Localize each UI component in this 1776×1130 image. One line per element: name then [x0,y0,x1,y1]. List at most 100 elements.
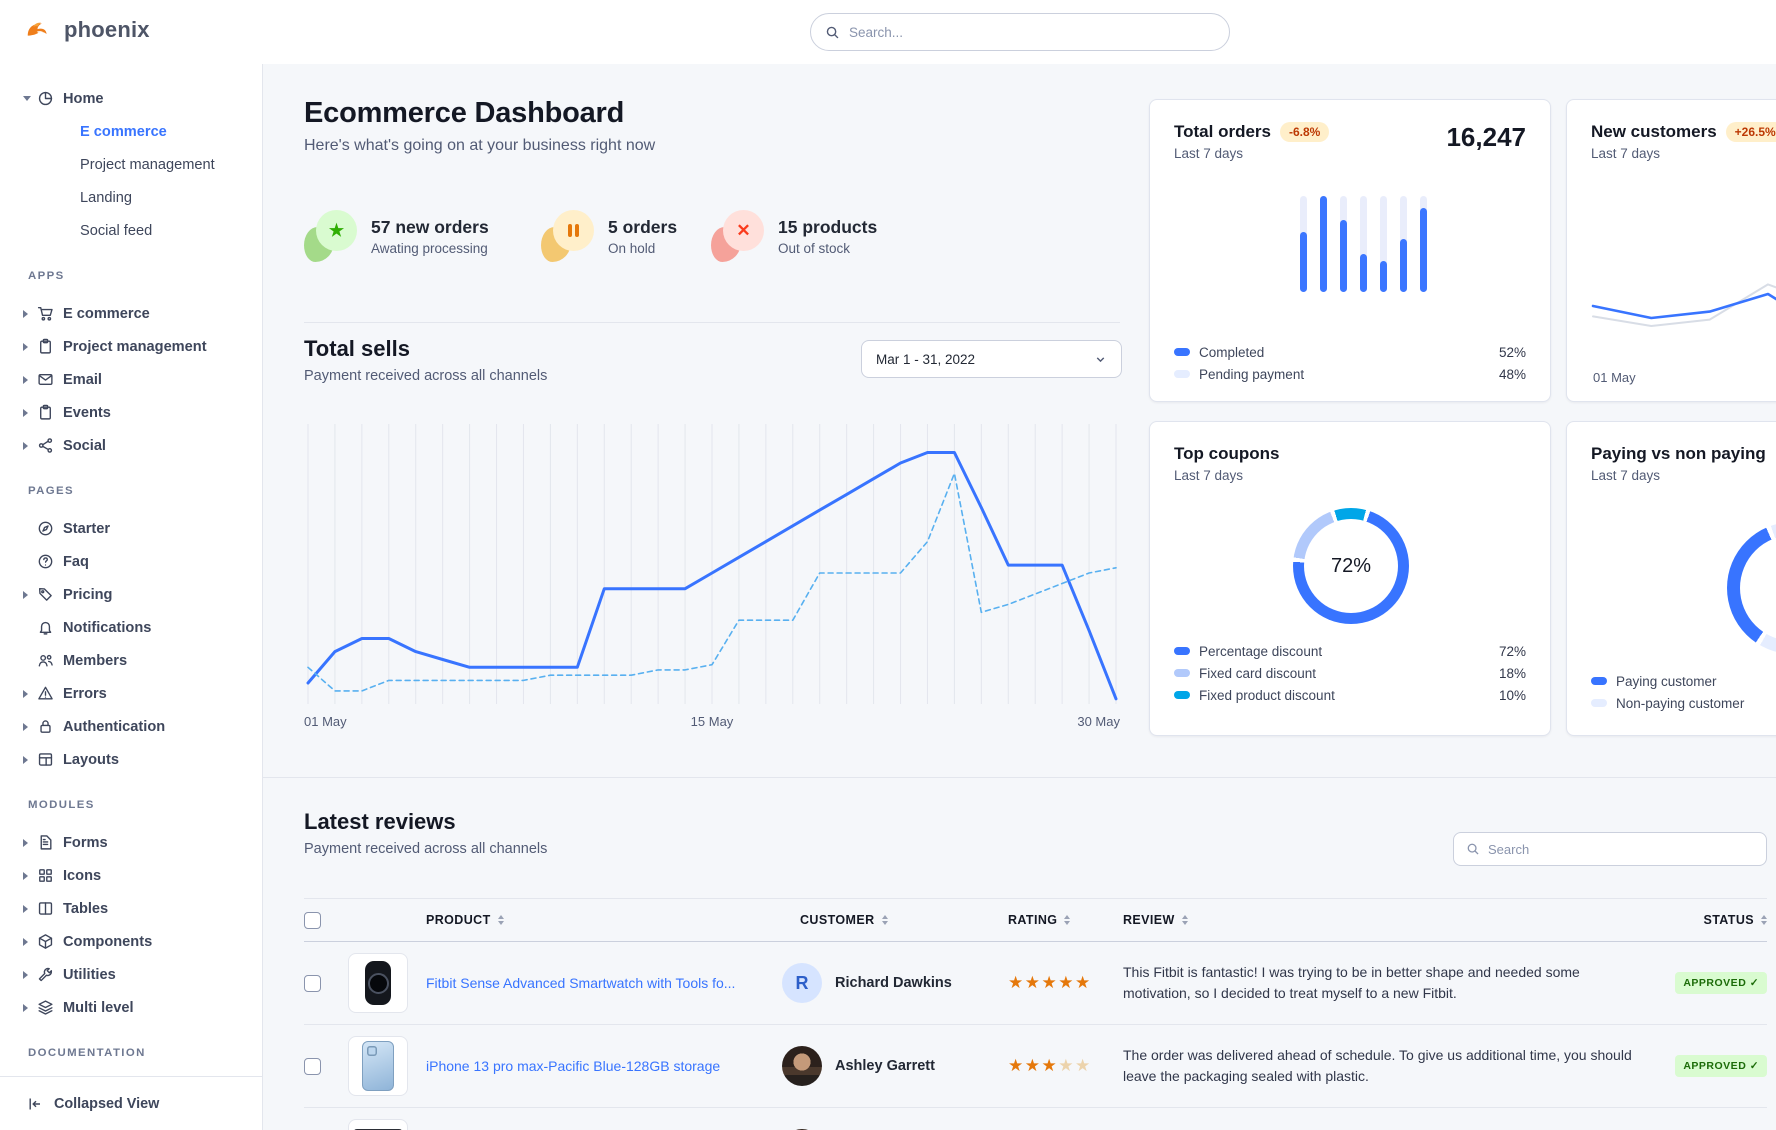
legend-value: 48% [1498,366,1526,382]
stat-label: Out of stock [778,240,851,256]
legend-label: Non-paying customer [1616,695,1745,711]
sidebar-item-members[interactable]: Members [0,644,262,677]
avatar[interactable]: R [782,963,822,1003]
sidebar-section-heading-modules: MODULES [28,799,95,811]
sort-icon [1761,915,1767,925]
caret-right-icon [23,1003,28,1012]
paying-title: Paying vs non paying [1591,444,1766,463]
sidebar-item-project-management[interactable]: Project management [0,330,262,363]
orders-legend-item: Completed 52% [1174,341,1526,363]
sidebar-item-social-feed[interactable]: Social feed [0,214,262,247]
sidebar-item-social[interactable]: Social [0,429,262,462]
column-header-label: CUSTOMER [800,913,888,927]
sort-icon [497,915,504,925]
reviews-search[interactable] [1453,832,1767,866]
bar [1320,196,1327,292]
legend-label: Fixed product discount [1199,687,1335,703]
legend-value: 18% [1498,665,1526,681]
stat-label: On hold [608,240,656,256]
stat-art: ✕ [711,210,765,262]
new-customers-line-chart [1591,256,1776,351]
sidebar-item-forms[interactable]: Forms [0,826,262,859]
product-link[interactable]: Fitbit Sense Advanced Smartwatch with To… [426,975,736,991]
total-sells-x-labels: 01 May 15 May 30 May [304,714,1120,729]
star-icon: ★ [1008,1056,1025,1075]
glyph: ✕ [736,220,751,240]
sidebar-item-pricing[interactable]: Pricing [0,578,262,611]
sidebar-item-e-commerce[interactable]: E commerce [0,297,262,330]
column-header-rating[interactable]: RATING [1008,913,1098,927]
mail-icon [37,371,54,388]
help-circle-icon [37,553,54,570]
table-row: Fitbit Sense Advanced Smartwatch with To… [304,942,1767,1025]
sidebar-item-utilities[interactable]: Utilities [0,958,262,991]
legend-swatch [1174,691,1190,699]
total-sells-header: Total sells Payment received across all … [304,336,547,384]
sidebar-item-label: Social [63,437,106,454]
divider [304,322,1120,323]
reviews-search-input[interactable] [1488,841,1754,857]
total-orders-card: Total orders -6.8% Last 7 days 16,247 Co… [1149,99,1551,402]
column-header-customer[interactable]: CUSTOMER [782,913,982,927]
legend-swatch [1174,348,1190,356]
caret-right-icon [23,375,28,384]
stat-art [541,210,595,262]
row-checkbox[interactable] [304,1057,321,1075]
chevron-down-icon [1096,356,1105,362]
legend-swatch [1174,370,1190,378]
new-customers-period: Last 7 days [1591,146,1661,161]
bar [1300,196,1307,292]
sidebar-item-e-commerce[interactable]: E commerce [0,115,262,148]
product-link[interactable]: iPhone 13 pro max-Pacific Blue-128GB sto… [426,1058,721,1074]
collapsed-view-toggle[interactable]: Collapsed View [0,1076,262,1130]
avatar[interactable] [782,1046,822,1086]
sidebar-item-email[interactable]: Email [0,363,262,396]
product-image-macbook[interactable] [348,1119,408,1130]
row-rating-cell: ★★★★★ [1008,1056,1098,1076]
column-header-review[interactable]: REVIEW [1123,913,1648,927]
sidebar-item-events[interactable]: Events [0,396,262,429]
coupons-legend-item: Fixed product discount 10% [1174,684,1526,706]
sidebar-item-home[interactable]: Home [0,82,262,115]
caret-right-icon [23,342,28,351]
sidebar-item-multi-level[interactable]: Multi level [0,991,262,1024]
customer-name: Richard Dawkins [835,975,952,991]
total-orders-value: 16,247 [1446,122,1526,152]
sidebar: Home E commerce Project management Landing S… [0,64,263,1130]
alert-triangle-icon [37,685,54,702]
top-navbar: phoenix [0,0,1776,64]
sidebar-item-project-management[interactable]: Project management [0,148,262,181]
sidebar-item-faq[interactable]: Faq [0,545,262,578]
status-badge: APPROVED ✓ [1675,972,1767,994]
sidebar-item-landing[interactable]: Landing [0,181,262,214]
sidebar-item-icons[interactable]: Icons [0,859,262,892]
caret-right-icon [23,970,28,979]
column-header-status[interactable]: STATUS [1668,913,1767,927]
sidebar-item-starter[interactable]: Starter [0,512,262,545]
sidebar-item-tables[interactable]: Tables [0,892,262,925]
sidebar-item-errors[interactable]: Errors [0,677,262,710]
row-checkbox[interactable] [304,974,321,992]
row-customer-cell: Ashley Garrett [782,1046,982,1086]
select-all-checkbox[interactable] [304,911,321,929]
sidebar-item-notifications[interactable]: Notifications [0,611,262,644]
pause-glyph [568,224,579,237]
sidebar-item-components[interactable]: Components [0,925,262,958]
product-image-iphone[interactable] [348,1036,408,1096]
sidebar-item-authentication[interactable]: Authentication [0,710,262,743]
coupons-legend-item: Fixed card discount 18% [1174,662,1526,684]
global-search-input[interactable] [849,24,1215,40]
caret-right-icon [23,309,28,318]
sidebar-item-label: Social feed [80,222,153,239]
star-icon: ★ [1075,973,1092,992]
cart-icon [37,305,54,322]
page-subtitle: Here's what's going on at your business … [304,137,656,154]
sidebar-item-layouts[interactable]: Layouts [0,743,262,776]
phoenix-logo[interactable]: phoenix [24,15,150,45]
lock-icon [37,718,54,735]
column-header-product[interactable]: PRODUCT [426,913,756,927]
global-search[interactable] [810,13,1230,51]
top-coupons-period: Last 7 days [1174,468,1244,483]
product-image-smartwatch[interactable] [348,953,408,1013]
date-range-select[interactable]: Mar 1 - 31, 2022 [861,340,1122,378]
